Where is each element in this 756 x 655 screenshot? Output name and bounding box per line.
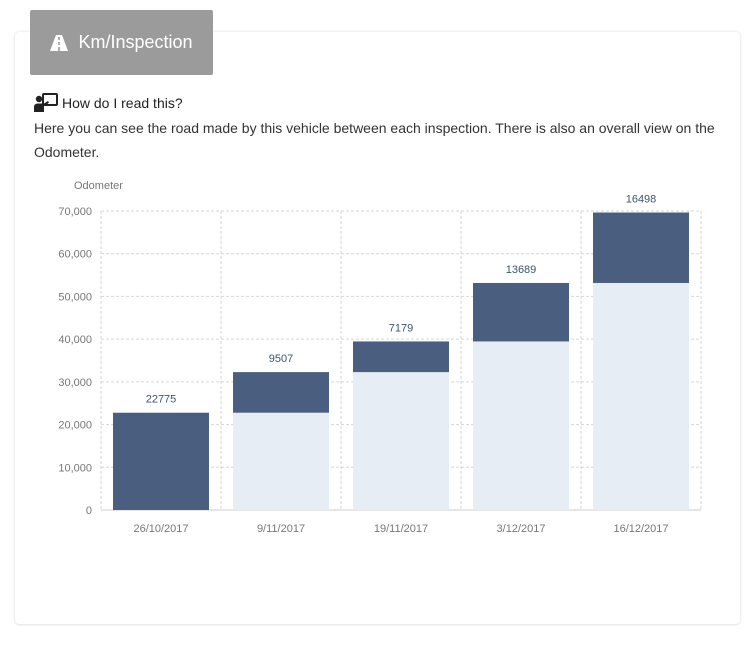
bar-km-since-inspection: [353, 341, 449, 373]
help-heading: How do I read this?: [34, 93, 183, 113]
presenter-icon: [34, 93, 58, 112]
bar-previous-odometer: [593, 282, 689, 510]
bar-km-since-inspection: [113, 412, 209, 510]
x-tick-label: 16/12/2017: [613, 523, 668, 535]
bar-data-label: 13689: [506, 264, 537, 276]
bar-data-label: 22775: [146, 394, 177, 406]
x-tick-label: 26/10/2017: [133, 523, 188, 535]
tab-label: Km/Inspection: [78, 32, 193, 52]
y-tick-label: 20,000: [58, 420, 92, 432]
help-title: How do I read this?: [62, 95, 183, 111]
x-tick-label: 19/11/2017: [374, 523, 428, 535]
tab-km-inspection[interactable]: Km/Inspection: [30, 10, 213, 75]
bar-data-label: 7179: [389, 322, 413, 334]
y-axis-label: Odometer: [74, 180, 123, 192]
bar-data-label: 9507: [269, 353, 293, 365]
x-tick-label: 9/11/2017: [257, 523, 305, 535]
bar-previous-odometer: [473, 341, 569, 510]
bar-previous-odometer: [353, 372, 449, 510]
bar-previous-odometer: [233, 412, 329, 510]
bar-km-since-inspection: [233, 372, 329, 413]
y-tick-label: 30,000: [58, 377, 92, 389]
y-tick-label: 10,000: [58, 462, 92, 474]
help-description: Here you can see the road made by this v…: [34, 120, 715, 160]
bar-data-label: 16498: [626, 194, 657, 206]
bar-km-since-inspection: [473, 282, 569, 342]
y-tick-label: 50,000: [58, 291, 92, 303]
bar-km-since-inspection: [593, 212, 689, 283]
y-tick-label: 60,000: [58, 249, 92, 261]
road-icon: [50, 34, 69, 51]
y-tick-label: 0: [86, 505, 92, 517]
y-tick-label: 70,000: [58, 206, 92, 218]
x-tick-label: 3/12/2017: [497, 523, 546, 535]
y-tick-label: 40,000: [58, 334, 92, 346]
